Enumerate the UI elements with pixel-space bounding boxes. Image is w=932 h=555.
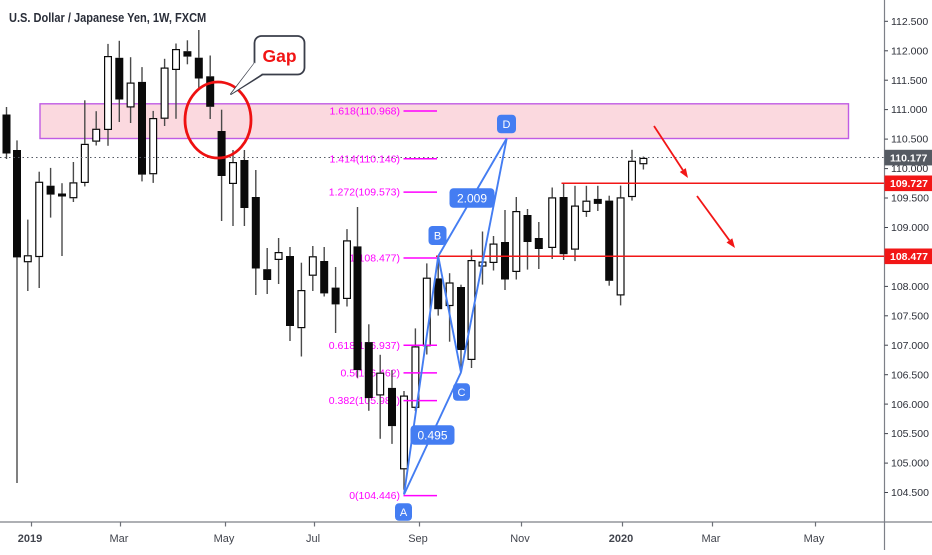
svg-text:May: May xyxy=(804,533,825,545)
svg-text:0(104.446): 0(104.446) xyxy=(349,490,400,502)
svg-text:D: D xyxy=(503,119,511,131)
svg-text:109.727: 109.727 xyxy=(890,178,928,190)
svg-text:107.000: 107.000 xyxy=(891,340,929,352)
svg-text:105.000: 105.000 xyxy=(891,458,929,470)
svg-text:108.477: 108.477 xyxy=(890,251,928,263)
svg-text:0.618(106.937): 0.618(106.937) xyxy=(329,340,400,352)
svg-text:B: B xyxy=(434,230,441,242)
svg-text:110.500: 110.500 xyxy=(891,134,928,146)
svg-text:2.009: 2.009 xyxy=(457,191,487,205)
svg-text:May: May xyxy=(214,533,235,545)
svg-text:U.S. Dollar / Japanese Yen, 1W: U.S. Dollar / Japanese Yen, 1W, FXCM xyxy=(9,10,206,25)
svg-text:Jul: Jul xyxy=(306,533,320,545)
svg-text:2020: 2020 xyxy=(609,533,633,545)
svg-text:Nov: Nov xyxy=(510,533,530,545)
svg-text:1.618(110.968): 1.618(110.968) xyxy=(330,106,400,118)
svg-text:0.495: 0.495 xyxy=(417,428,447,442)
svg-text:111.000: 111.000 xyxy=(891,104,928,116)
svg-text:112.000: 112.000 xyxy=(891,45,928,57)
svg-text:1.414(110.146): 1.414(110.146) xyxy=(330,153,400,165)
svg-text:112.500: 112.500 xyxy=(891,16,928,28)
svg-text:105.500: 105.500 xyxy=(891,428,929,440)
svg-text:110.177: 110.177 xyxy=(890,152,928,164)
svg-text:106.500: 106.500 xyxy=(891,369,929,381)
svg-text:A: A xyxy=(400,507,408,519)
svg-text:108.000: 108.000 xyxy=(891,281,929,293)
svg-text:107.500: 107.500 xyxy=(891,310,929,322)
svg-text:109.500: 109.500 xyxy=(891,193,929,205)
svg-text:C: C xyxy=(458,387,466,399)
svg-text:Mar: Mar xyxy=(702,533,721,545)
svg-text:1.272(109.573): 1.272(109.573) xyxy=(329,187,400,199)
svg-text:2019: 2019 xyxy=(18,533,42,545)
svg-text:Mar: Mar xyxy=(110,533,129,545)
svg-text:Sep: Sep xyxy=(408,533,428,545)
svg-text:104.500: 104.500 xyxy=(891,487,929,499)
svg-text:109.000: 109.000 xyxy=(891,222,929,234)
svg-text:111.500: 111.500 xyxy=(891,75,928,87)
svg-text:106.000: 106.000 xyxy=(891,399,929,411)
svg-text:Gap: Gap xyxy=(262,46,296,66)
